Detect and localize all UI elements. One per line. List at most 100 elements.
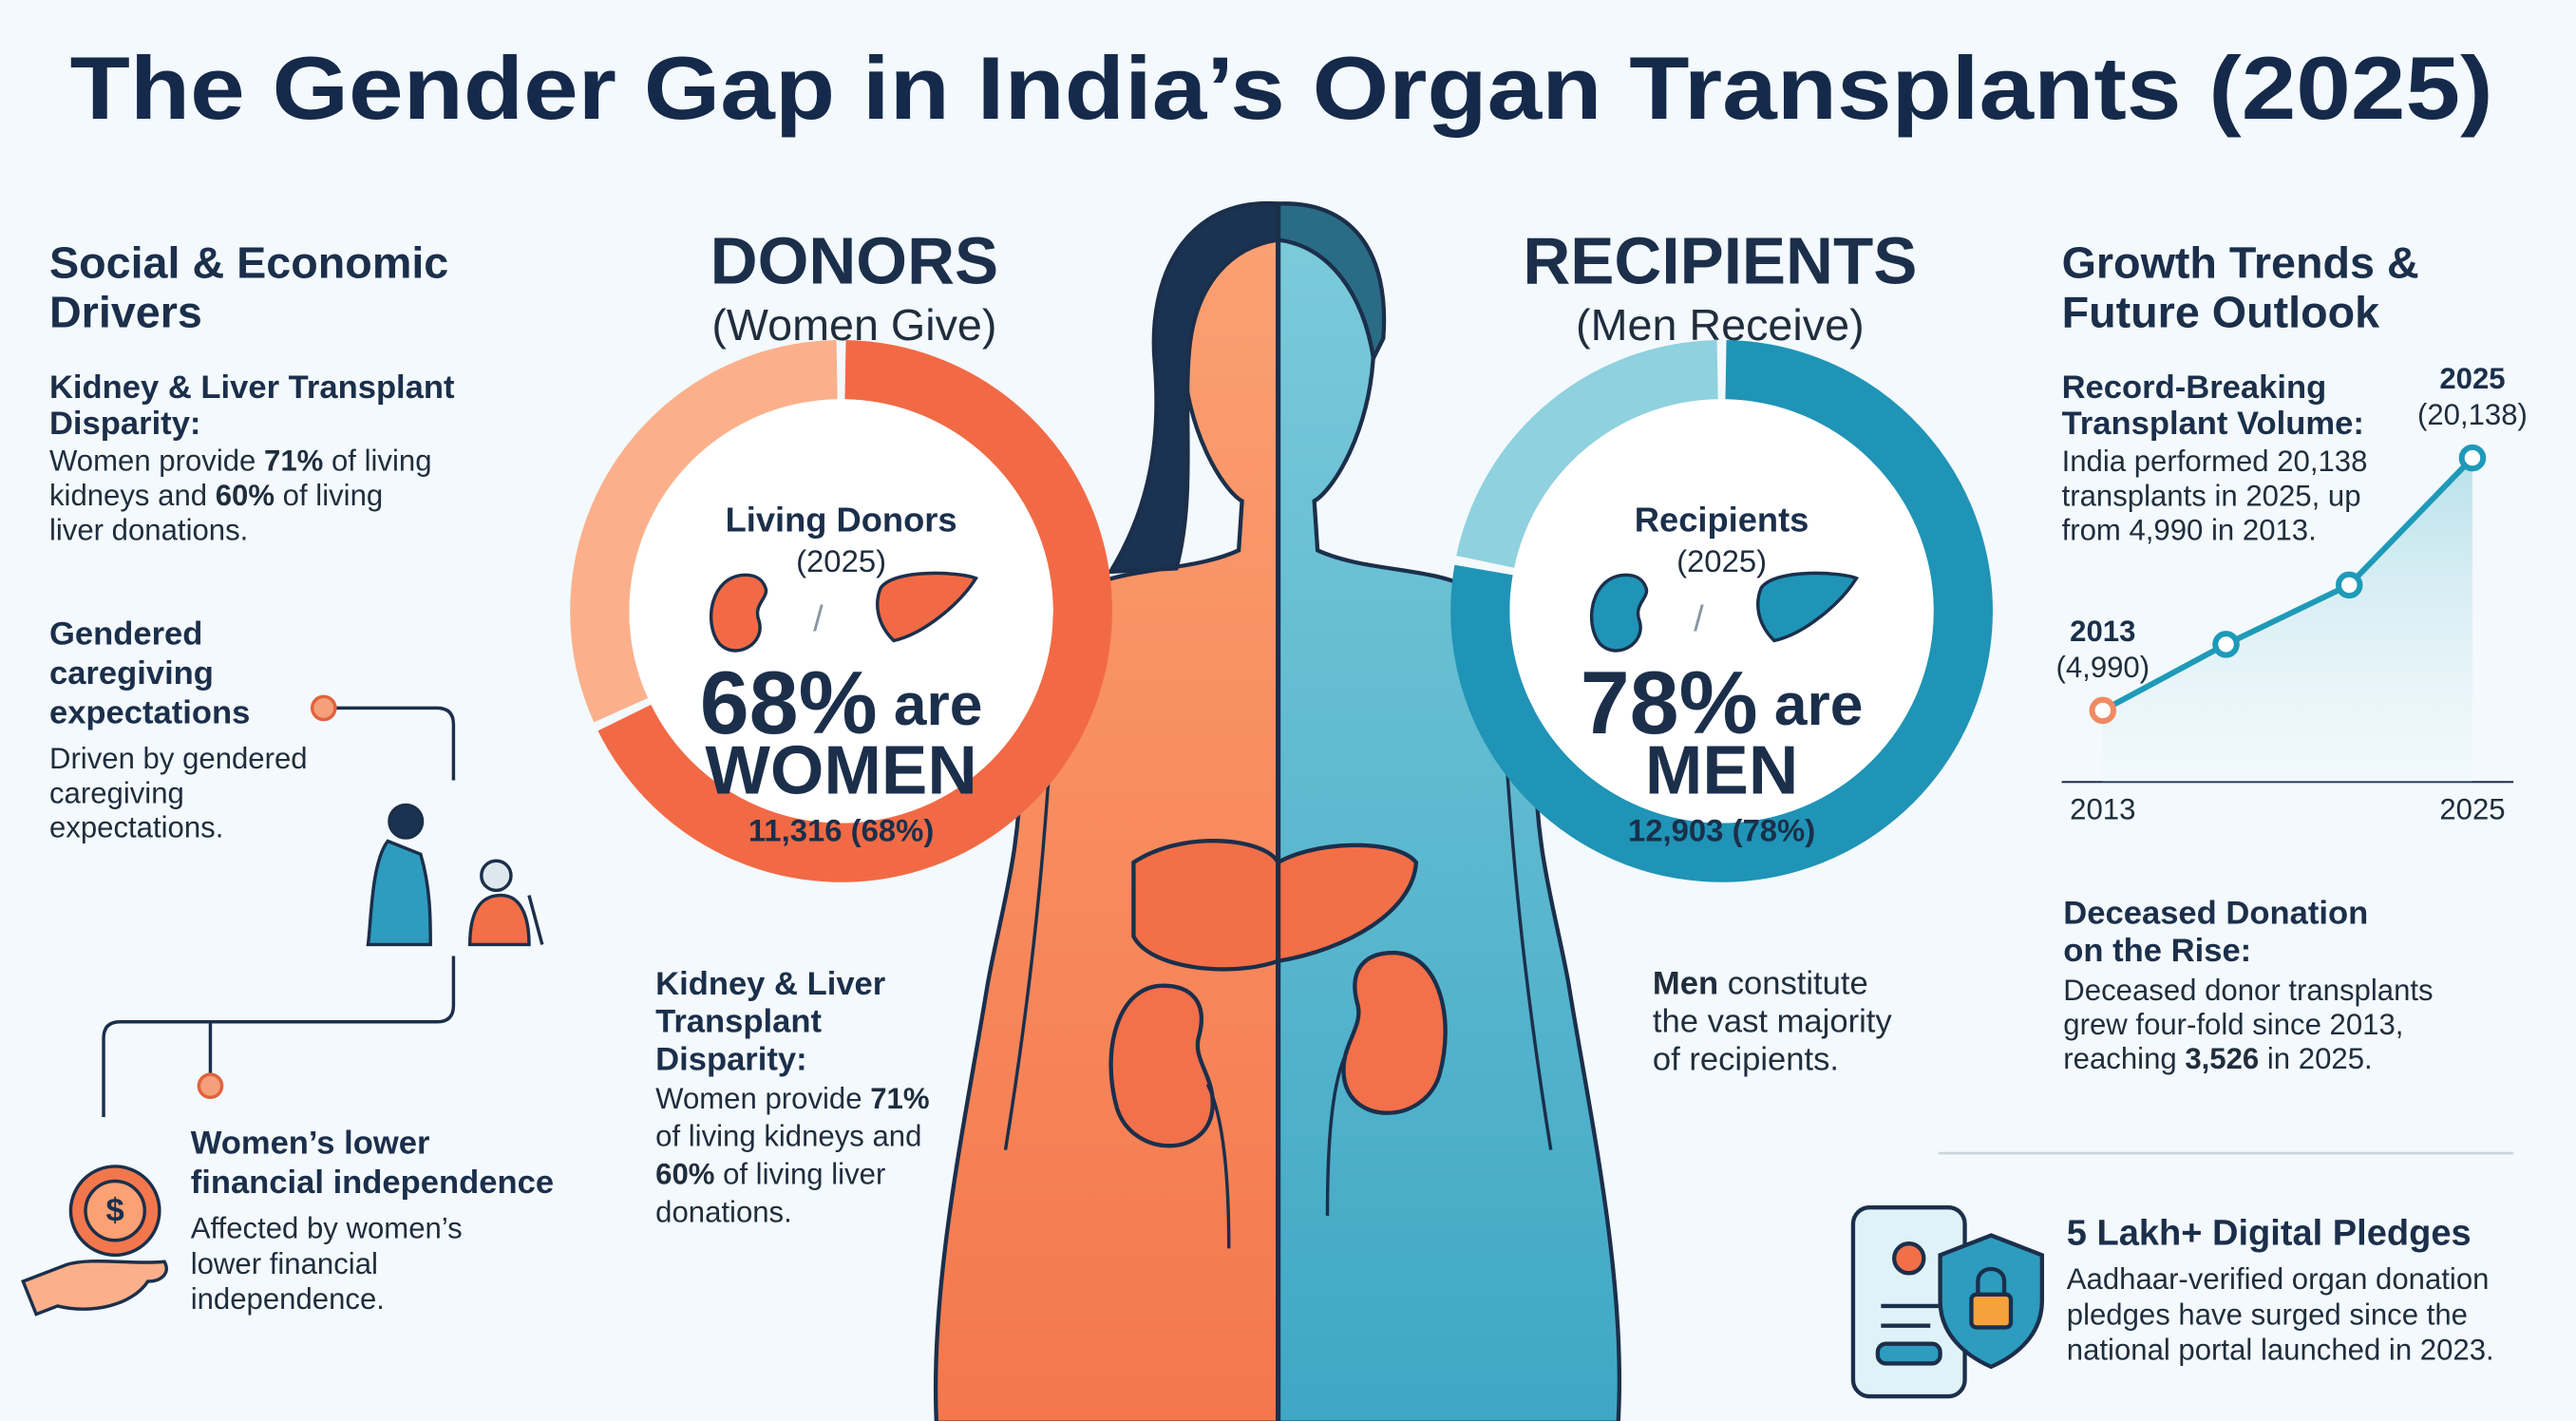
- item-title: Kidney & Liver Transplant: [49, 369, 455, 406]
- donut-segment: [597, 340, 1112, 882]
- caregiver-icon: [366, 803, 544, 947]
- text-segment: of living: [275, 479, 383, 512]
- donut-count: 12,903 (78%): [1628, 813, 1815, 848]
- bold-segment: 3,526: [2185, 1042, 2259, 1075]
- connector-dot: [197, 1072, 224, 1100]
- column-subheading: (Men Receive): [1576, 300, 1865, 350]
- body-illustration: [933, 200, 1622, 1421]
- item-text: of living kidneys and: [655, 1120, 921, 1153]
- item-text: transplants in 2025, up: [2062, 479, 2361, 512]
- section-heading: Growth Trends &: [2062, 238, 2419, 288]
- bold-segment: 71%: [264, 445, 323, 478]
- item-title: expectations: [49, 694, 250, 730]
- point-value-label: (4,990): [2056, 651, 2150, 684]
- bold-segment: 60%: [655, 1158, 714, 1191]
- item-text: lower financial: [191, 1247, 378, 1280]
- item-title: Deceased Donation: [2063, 895, 2368, 931]
- item-text: from 4,990 in 2013.: [2062, 514, 2317, 547]
- item-text: Women provide 71% of living: [49, 445, 432, 478]
- text-segment: of living liver: [714, 1158, 885, 1191]
- item-text: Aadhaar-verified organ donation: [2067, 1262, 2490, 1296]
- item-text: the vast majority: [1653, 1004, 1892, 1040]
- item-text: kidneys and 60% of living: [49, 479, 383, 512]
- trend-point: [2089, 696, 2117, 725]
- column-heading: RECIPIENTS: [1523, 223, 1917, 297]
- currency-symbol: $: [106, 1192, 124, 1228]
- section-heading: Social & Economic: [49, 238, 448, 288]
- item-title: Transplant: [655, 1004, 822, 1040]
- item-text: India performed 20,138: [2062, 445, 2368, 478]
- trend-line: [2101, 455, 2475, 713]
- donut-segment: [1450, 340, 1993, 882]
- connector-lines: [102, 706, 456, 1118]
- item-title: Disparity:: [49, 406, 201, 442]
- point-year-label: 2013: [2070, 615, 2135, 648]
- share-value: 68%: [700, 653, 878, 752]
- donut-center: [1509, 399, 1934, 824]
- liver-icon: [876, 571, 978, 643]
- donut-count: 11,316 (68%): [748, 813, 934, 848]
- liver-icon: [1756, 571, 1859, 643]
- text-segment: Women provide: [49, 445, 264, 478]
- item-text: reaching 3,526 in 2025.: [2063, 1042, 2372, 1075]
- item-text: independence.: [191, 1282, 385, 1316]
- text-segment: in 2025.: [2259, 1042, 2372, 1075]
- section-heading: Future Outlook: [2062, 287, 2381, 336]
- x-tick-label: 2013: [2070, 793, 2135, 826]
- donut-year: (2025): [796, 543, 886, 578]
- item-title: on the Rise:: [2063, 933, 2251, 969]
- item-title: caregiving: [49, 655, 214, 692]
- trend-point: [2212, 631, 2240, 658]
- icon-separator: /: [813, 599, 824, 639]
- text-segment: Women provide: [655, 1082, 870, 1115]
- bold-segment: 60%: [216, 479, 275, 512]
- item-text: caregiving: [49, 776, 184, 809]
- main-title: The Gender Gap in India’s Organ Transpla…: [70, 38, 2493, 138]
- item-text: donations.: [655, 1195, 792, 1228]
- donut-remainder: [570, 340, 839, 723]
- kidney-icon: [1589, 573, 1649, 653]
- item-text: expectations.: [49, 811, 223, 844]
- item-text: 60% of living liver: [655, 1158, 885, 1191]
- donut-share: 68% are: [700, 653, 983, 752]
- bold-segment: 71%: [870, 1082, 929, 1115]
- item-text: national portal launched in 2023.: [2067, 1334, 2494, 1367]
- item-title: financial independence: [191, 1165, 554, 1201]
- point-year-label: 2025: [2439, 362, 2505, 395]
- donut-label: Recipients: [1635, 501, 1809, 540]
- connector-dot: [310, 694, 337, 722]
- financial-icon: [21, 1165, 168, 1317]
- donut-group: MEN: [1645, 732, 1798, 809]
- item-text: Deceased donor transplants: [2063, 974, 2433, 1007]
- trend-point: [2335, 571, 2363, 599]
- pledge-icon: [1850, 1205, 2044, 1399]
- donut-year: (2025): [1676, 543, 1767, 578]
- item-title: Disparity:: [655, 1041, 807, 1077]
- donut-group: WOMEN: [705, 732, 976, 809]
- item-text: pledges have surged since the: [2067, 1298, 2468, 1331]
- item-title: Gendered: [49, 616, 202, 652]
- text-segment: constitute: [1718, 966, 1868, 1002]
- item-title: 5 Lakh+ Digital Pledges: [2067, 1214, 2472, 1254]
- donut-label: Living Donors: [726, 501, 957, 540]
- point-value-label: (20,138): [2417, 398, 2528, 431]
- bold-segment: Men: [1653, 966, 1718, 1002]
- trend-point: [2458, 444, 2487, 472]
- item-title: Women’s lower: [191, 1126, 430, 1162]
- text-segment: kidneys and: [49, 479, 216, 512]
- item-text: Driven by gendered: [49, 742, 308, 775]
- text-segment: reaching: [2063, 1042, 2185, 1075]
- text-segment: of living: [323, 445, 431, 478]
- item-text: Men constitute: [1653, 966, 1868, 1002]
- item-text: of recipients.: [1653, 1041, 1839, 1077]
- x-tick-label: 2025: [2439, 793, 2505, 826]
- donut-remainder: [1456, 340, 1719, 569]
- share-connector: are: [894, 673, 982, 739]
- trend-area: [2102, 458, 2472, 783]
- share-connector: are: [1774, 673, 1863, 739]
- column-heading: DONORS: [710, 223, 999, 297]
- kidney-icon: [709, 573, 768, 653]
- item-text: Women provide 71%: [655, 1082, 929, 1115]
- item-text: liver donations.: [49, 514, 248, 547]
